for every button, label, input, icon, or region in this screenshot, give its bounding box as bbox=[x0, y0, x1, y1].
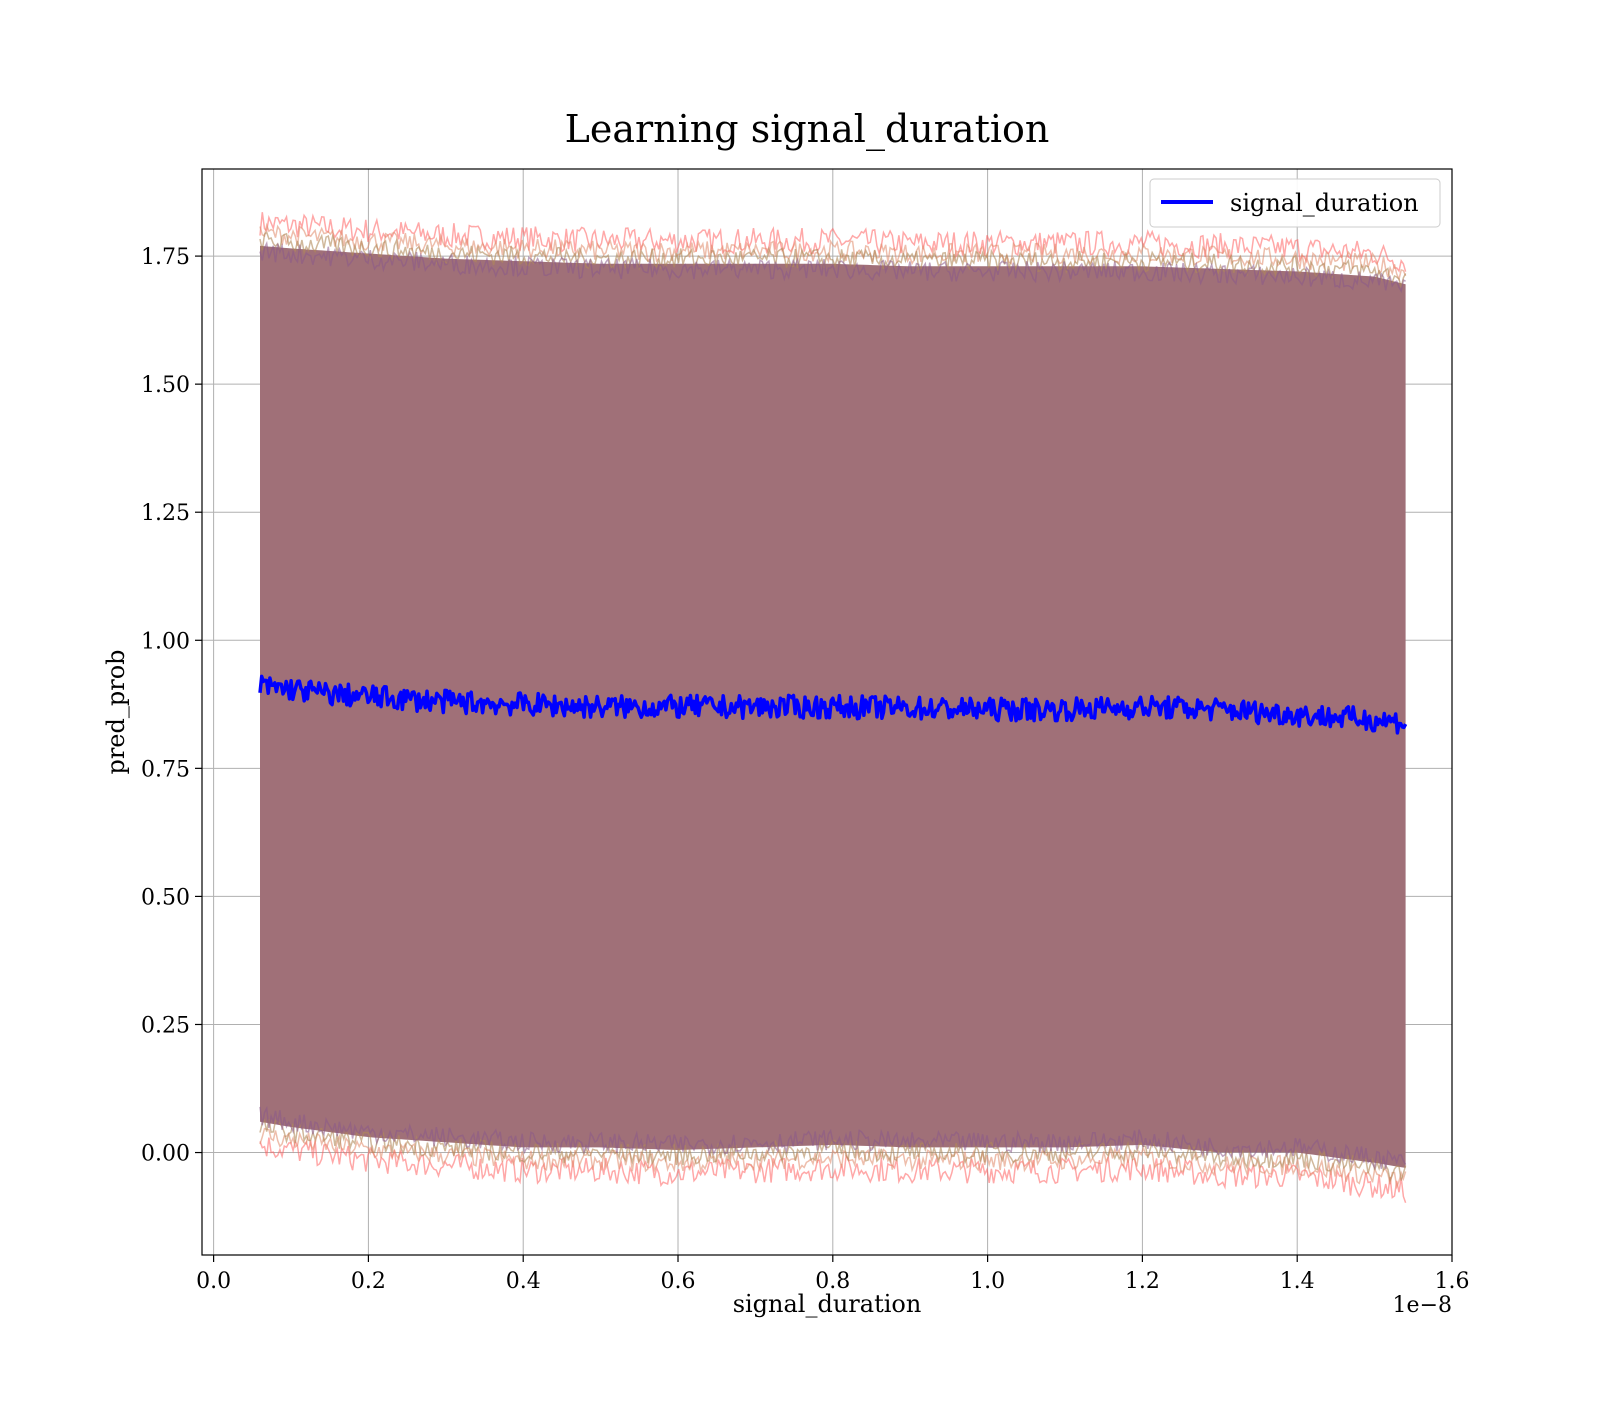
x-tick-label: 0.2 bbox=[351, 1269, 386, 1294]
x-tick-label: 1.4 bbox=[1280, 1269, 1315, 1294]
x-tick-label: 0.4 bbox=[506, 1269, 541, 1294]
y-tick-label: 0.75 bbox=[141, 757, 190, 782]
x-tick-label: 1.6 bbox=[1435, 1269, 1470, 1294]
x-tick-label: 0.0 bbox=[196, 1269, 231, 1294]
plot-frame bbox=[201, 168, 1453, 1256]
x-axis-label: signal_duration bbox=[733, 1290, 922, 1318]
series-line bbox=[258, 674, 1408, 735]
y-tick-label: 1.50 bbox=[141, 373, 190, 398]
band-fill bbox=[260, 245, 1406, 1168]
band-edge-upper bbox=[259, 240, 1406, 294]
y-axis-ticks: 0.00 0.25 0.50 0.75 1.00 1.25 1.50 1.75 bbox=[141, 245, 202, 1167]
series-lines bbox=[258, 674, 1408, 735]
x-tick-label: 1.2 bbox=[1125, 1269, 1160, 1294]
y-tick-label: 0.25 bbox=[141, 1013, 190, 1038]
band-edge-lower bbox=[259, 1127, 1407, 1190]
x-tick-label: 0.8 bbox=[815, 1269, 850, 1294]
legend-label: signal_duration bbox=[1230, 189, 1419, 217]
y-tick-label: 1.00 bbox=[141, 629, 190, 654]
y-tick-label: 0.00 bbox=[141, 1142, 190, 1167]
band-edge-upper bbox=[259, 212, 1407, 273]
band-edge-lower bbox=[259, 1105, 1407, 1171]
x-tick-label: 0.6 bbox=[661, 1269, 696, 1294]
y-axis-label: pred_prob bbox=[102, 649, 130, 774]
legend-box bbox=[1149, 178, 1441, 228]
y-tick-label: 0.50 bbox=[141, 885, 190, 910]
x-axis-ticks: 0.0 0.2 0.4 0.6 0.8 1.0 1.2 1.4 1.6 bbox=[196, 1255, 1470, 1294]
y-tick-label: 1.75 bbox=[141, 245, 190, 270]
x-tick-label: 1.0 bbox=[970, 1269, 1005, 1294]
legend: signal_duration bbox=[1149, 178, 1441, 228]
confidence-bands bbox=[259, 212, 1407, 1203]
chart-title: Learning signal_duration bbox=[565, 107, 1050, 152]
y-tick-label: 1.25 bbox=[141, 501, 190, 526]
x-axis-offset-label: 1e−8 bbox=[1393, 1293, 1452, 1318]
band-edge-upper bbox=[259, 222, 1407, 282]
